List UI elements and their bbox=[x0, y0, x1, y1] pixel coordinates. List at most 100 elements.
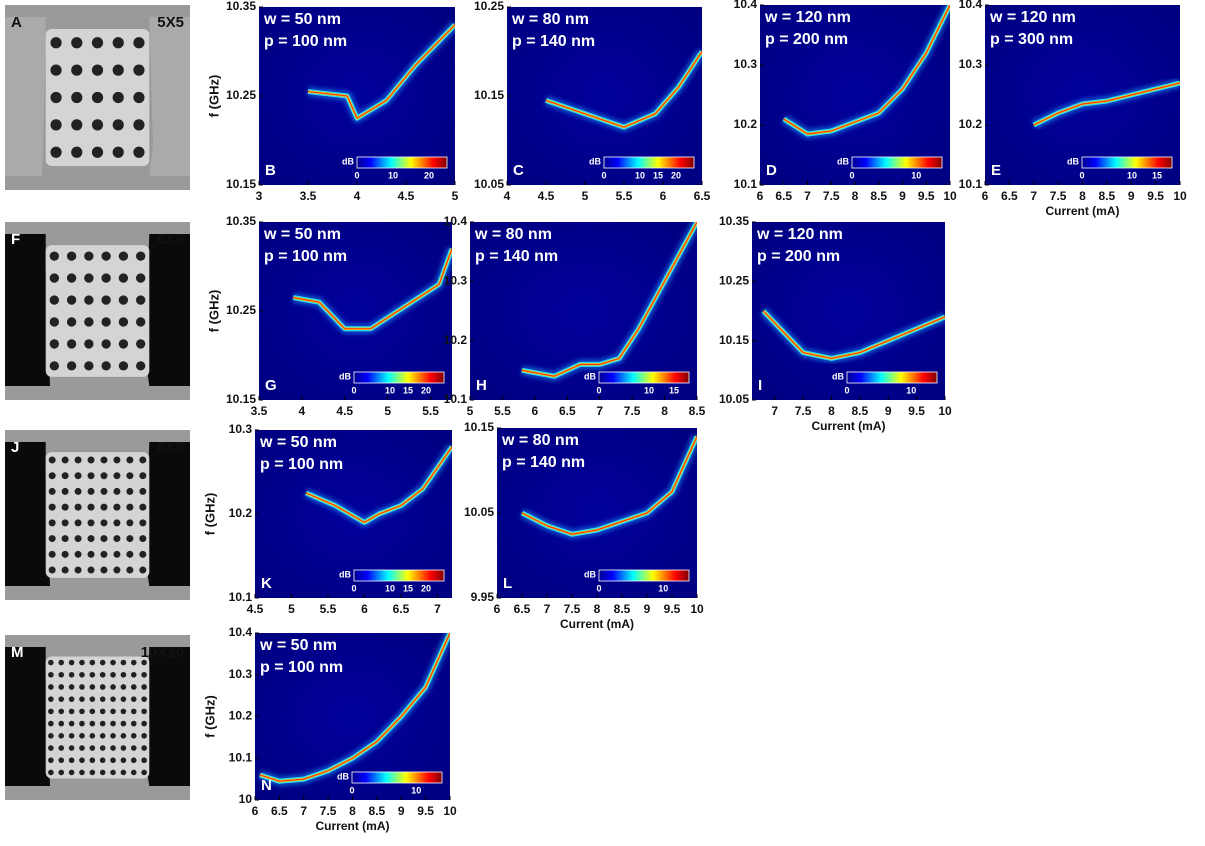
hole bbox=[74, 503, 82, 511]
hole bbox=[48, 745, 54, 751]
hole bbox=[126, 566, 134, 574]
hole bbox=[91, 119, 104, 131]
hole bbox=[130, 769, 137, 776]
y-tick-label: 10.25 bbox=[474, 0, 504, 13]
x-tick-label: 4.5 bbox=[398, 189, 415, 203]
hole bbox=[126, 487, 134, 495]
hole bbox=[79, 733, 85, 739]
x-axis-label: Current (mA) bbox=[316, 819, 390, 833]
x-tick-label: 5 bbox=[582, 189, 589, 203]
hole bbox=[61, 472, 69, 480]
x-tick-label: 9.5 bbox=[1147, 189, 1164, 203]
parameter-label: w = 50 nm bbox=[263, 226, 341, 243]
colorbar-label: dB bbox=[584, 569, 596, 579]
hole bbox=[71, 146, 83, 158]
x-tick-label: 8.5 bbox=[852, 404, 869, 418]
hole bbox=[91, 146, 104, 158]
parameter-label: w = 50 nm bbox=[259, 637, 337, 654]
hole bbox=[112, 146, 124, 158]
y-tick-label: 10.35 bbox=[226, 0, 256, 13]
electrode bbox=[145, 234, 190, 386]
hole bbox=[110, 720, 116, 727]
panel-label: C bbox=[513, 162, 524, 179]
hole bbox=[99, 769, 106, 776]
spectral-ridge bbox=[521, 436, 697, 535]
hole bbox=[87, 456, 95, 464]
parameter-label: w = 80 nm bbox=[474, 226, 552, 243]
spectral-ridge bbox=[307, 24, 455, 119]
hole bbox=[74, 456, 82, 464]
x-tick-label: 7.5 bbox=[795, 404, 812, 418]
x-tick-label: 7.5 bbox=[320, 804, 337, 818]
hole bbox=[118, 339, 129, 349]
hole bbox=[130, 696, 137, 702]
hole bbox=[84, 273, 94, 283]
hole bbox=[61, 456, 69, 464]
hole bbox=[136, 295, 146, 305]
hole bbox=[48, 659, 54, 666]
x-tick-label: 9.5 bbox=[908, 404, 925, 418]
hole bbox=[50, 146, 62, 158]
x-tick-label: 9 bbox=[885, 404, 892, 418]
x-tick-label: 7 bbox=[1030, 189, 1037, 203]
sem-image: A 5X5 bbox=[5, 5, 190, 190]
ridge-group bbox=[304, 443, 452, 528]
hole bbox=[68, 720, 75, 727]
x-tick-label: 8.5 bbox=[614, 602, 631, 616]
hole bbox=[139, 503, 147, 511]
spectrum-panel: Lw = 80 nm p = 140 nm dB0 10 6 6.5 7 7.5 8 8.5 9 9.… bbox=[464, 420, 704, 631]
colorbar-tick-label: 10 bbox=[635, 170, 645, 180]
hole bbox=[99, 733, 106, 739]
hole bbox=[91, 91, 104, 104]
hole bbox=[100, 456, 108, 464]
ridge-group bbox=[1031, 78, 1180, 130]
hole bbox=[139, 487, 147, 495]
hole bbox=[66, 295, 77, 305]
hole bbox=[136, 317, 146, 327]
spectral-ridge bbox=[545, 51, 702, 128]
hole bbox=[136, 339, 146, 349]
y-tick-label: 10.3 bbox=[734, 57, 758, 71]
hole bbox=[68, 708, 75, 715]
panel-label: I bbox=[758, 377, 762, 394]
hole bbox=[87, 487, 95, 495]
x-tick-label: 7 bbox=[300, 804, 307, 818]
y-tick-label: 10.3 bbox=[229, 667, 253, 681]
x-tick-label: 7 bbox=[434, 602, 441, 616]
bridge bbox=[45, 452, 150, 578]
colorbar-tick-label: 0 bbox=[349, 785, 354, 795]
sem-image: F 6X6 bbox=[5, 222, 190, 400]
hole bbox=[49, 361, 59, 371]
hole bbox=[61, 503, 69, 511]
hole bbox=[68, 733, 75, 739]
hole bbox=[84, 295, 94, 305]
hole bbox=[79, 659, 85, 666]
hole bbox=[48, 696, 54, 702]
hole bbox=[58, 733, 65, 739]
hole bbox=[110, 769, 116, 776]
hole bbox=[141, 659, 147, 666]
hole bbox=[120, 696, 127, 702]
parameter-label: p = 100 nm bbox=[264, 248, 347, 265]
y-tick-label: 10 bbox=[239, 792, 253, 806]
hole bbox=[100, 519, 108, 527]
hole bbox=[120, 745, 127, 751]
hole bbox=[61, 519, 69, 527]
hole bbox=[49, 317, 59, 327]
hole bbox=[112, 119, 124, 131]
parameter-label: p = 100 nm bbox=[260, 659, 343, 676]
hole bbox=[113, 535, 121, 543]
hole bbox=[110, 708, 116, 715]
colorbar-tick-label: 20 bbox=[424, 170, 434, 180]
hole bbox=[87, 503, 95, 511]
panel-label: F bbox=[11, 231, 20, 248]
hole bbox=[71, 91, 83, 104]
panel-label: B bbox=[265, 162, 276, 179]
x-tick-label: 6 bbox=[660, 189, 667, 203]
colorbar-tick-label: 0 bbox=[596, 583, 601, 593]
hole bbox=[130, 720, 137, 727]
hole bbox=[120, 769, 127, 776]
x-tick-label: 10 bbox=[690, 602, 704, 616]
hole bbox=[99, 671, 106, 678]
x-tick-label: 10 bbox=[943, 189, 957, 203]
